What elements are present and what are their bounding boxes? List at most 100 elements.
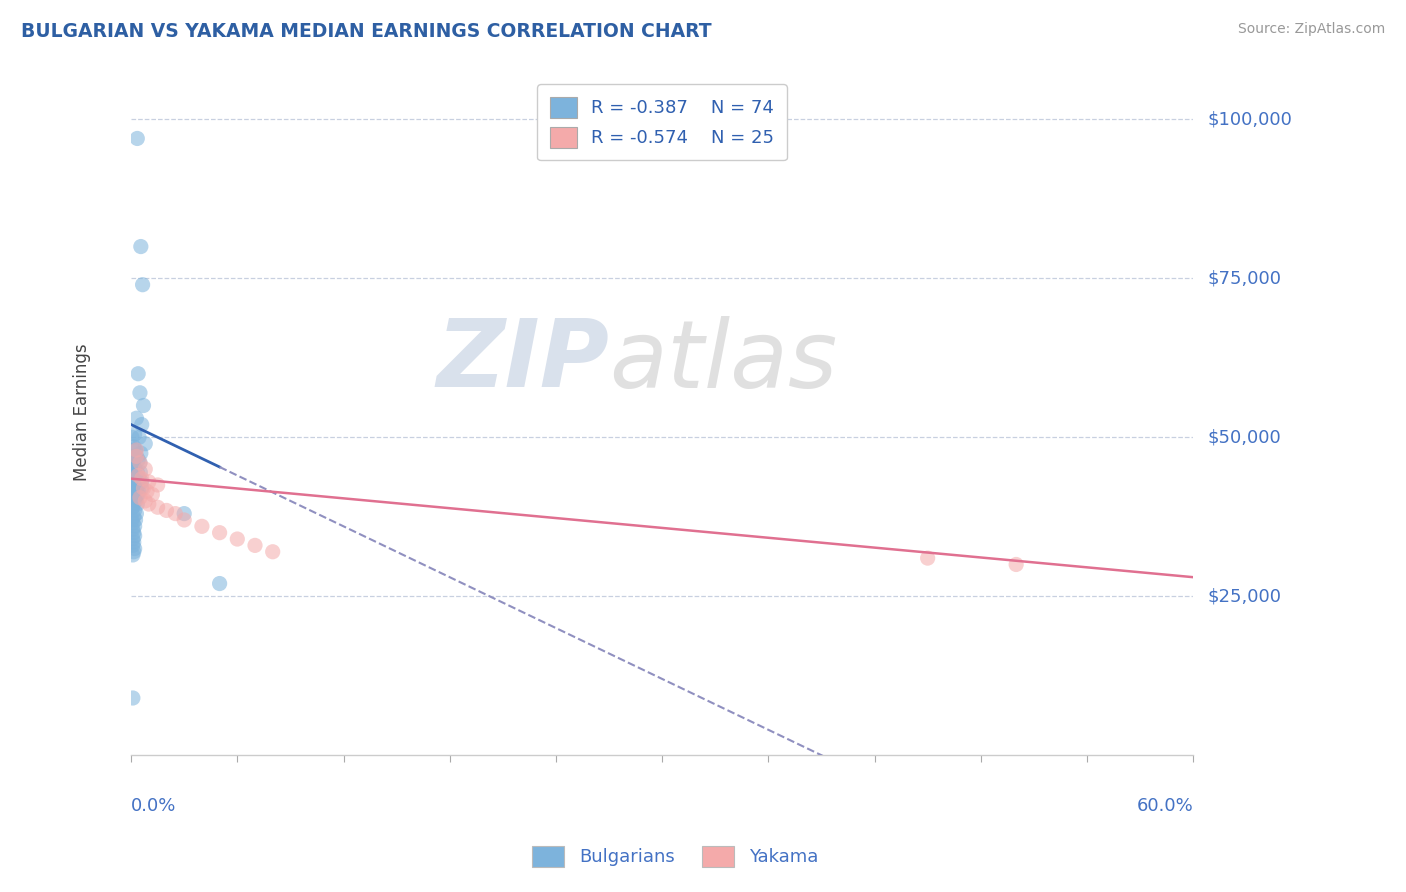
Point: [131, 481, 153, 495]
Point: [208, 576, 231, 591]
Point: [124, 541, 146, 556]
Legend: R = -0.387    N = 74, R = -0.574    N = 25: R = -0.387 N = 74, R = -0.574 N = 25: [537, 85, 787, 161]
Point: [121, 481, 143, 495]
Point: [124, 481, 146, 495]
Point: [124, 529, 146, 543]
Point: [129, 465, 152, 479]
Point: [128, 430, 150, 444]
Point: [122, 525, 145, 540]
Point: [262, 545, 284, 559]
Point: [121, 462, 143, 476]
Point: [146, 478, 169, 492]
Point: [132, 481, 155, 495]
Point: [124, 427, 146, 442]
Point: [129, 239, 152, 253]
Point: [124, 468, 146, 483]
Point: [226, 532, 249, 546]
Text: 0.0%: 0.0%: [131, 797, 177, 814]
Point: [124, 503, 146, 517]
Point: [127, 131, 149, 145]
Point: [125, 411, 148, 425]
Text: BULGARIAN VS YAKAMA MEDIAN EARNINGS CORRELATION CHART: BULGARIAN VS YAKAMA MEDIAN EARNINGS CORR…: [21, 22, 711, 41]
Text: Median Earnings: Median Earnings: [73, 343, 90, 481]
Point: [122, 456, 145, 470]
Text: $75,000: $75,000: [1208, 269, 1281, 287]
Point: [129, 456, 152, 470]
Point: [124, 513, 146, 527]
Point: [121, 450, 143, 464]
Point: [131, 475, 153, 489]
Point: [146, 500, 169, 515]
Text: 60.0%: 60.0%: [1136, 797, 1194, 814]
Point: [124, 481, 146, 495]
Point: [121, 443, 143, 458]
Point: [127, 497, 149, 511]
Point: [121, 468, 143, 483]
Point: [129, 385, 152, 400]
Point: [127, 452, 149, 467]
Point: [131, 417, 153, 432]
Point: [134, 462, 156, 476]
Point: [208, 525, 231, 540]
Point: [165, 507, 187, 521]
Point: [121, 500, 143, 515]
Point: [121, 548, 143, 562]
Point: [129, 456, 152, 470]
Point: [127, 465, 149, 479]
Point: [125, 491, 148, 505]
Point: [122, 440, 145, 454]
Point: [134, 494, 156, 508]
Point: [125, 450, 148, 464]
Point: [122, 545, 145, 559]
Point: [127, 487, 149, 501]
Point: [125, 443, 148, 458]
Point: [141, 487, 163, 501]
Point: [121, 523, 143, 537]
Text: ZIP: ZIP: [436, 315, 609, 407]
Point: [122, 535, 145, 549]
Point: [131, 277, 153, 292]
Point: [125, 475, 148, 489]
Point: [122, 481, 145, 495]
Point: [138, 475, 160, 489]
Legend: Bulgarians, Yakama: Bulgarians, Yakama: [524, 838, 825, 874]
Point: [155, 503, 177, 517]
Point: [121, 430, 143, 444]
Point: [134, 436, 156, 450]
Point: [121, 516, 143, 530]
Point: [173, 507, 195, 521]
Text: atlas: atlas: [609, 316, 838, 407]
Text: $50,000: $50,000: [1208, 428, 1281, 446]
Text: Source: ZipAtlas.com: Source: ZipAtlas.com: [1237, 22, 1385, 37]
Point: [121, 538, 143, 552]
Point: [121, 456, 143, 470]
Point: [121, 691, 143, 706]
Point: [124, 443, 146, 458]
Point: [124, 519, 146, 533]
Point: [122, 509, 145, 524]
Point: [125, 450, 148, 464]
Point: [121, 513, 143, 527]
Point: [121, 532, 143, 546]
Text: $100,000: $100,000: [1208, 111, 1292, 128]
Point: [122, 491, 145, 505]
Point: [127, 478, 149, 492]
Point: [128, 484, 150, 499]
Point: [136, 484, 159, 499]
Point: [121, 475, 143, 489]
Point: [127, 487, 149, 501]
Point: [127, 468, 149, 483]
Point: [132, 399, 155, 413]
Point: [131, 472, 153, 486]
Point: [129, 446, 152, 460]
Point: [124, 472, 146, 486]
Point: [124, 481, 146, 495]
Point: [138, 497, 160, 511]
Text: $25,000: $25,000: [1208, 587, 1281, 606]
Point: [127, 367, 149, 381]
Point: [121, 478, 143, 492]
Point: [124, 462, 146, 476]
Point: [121, 487, 143, 501]
Point: [122, 468, 145, 483]
Point: [1005, 558, 1028, 572]
